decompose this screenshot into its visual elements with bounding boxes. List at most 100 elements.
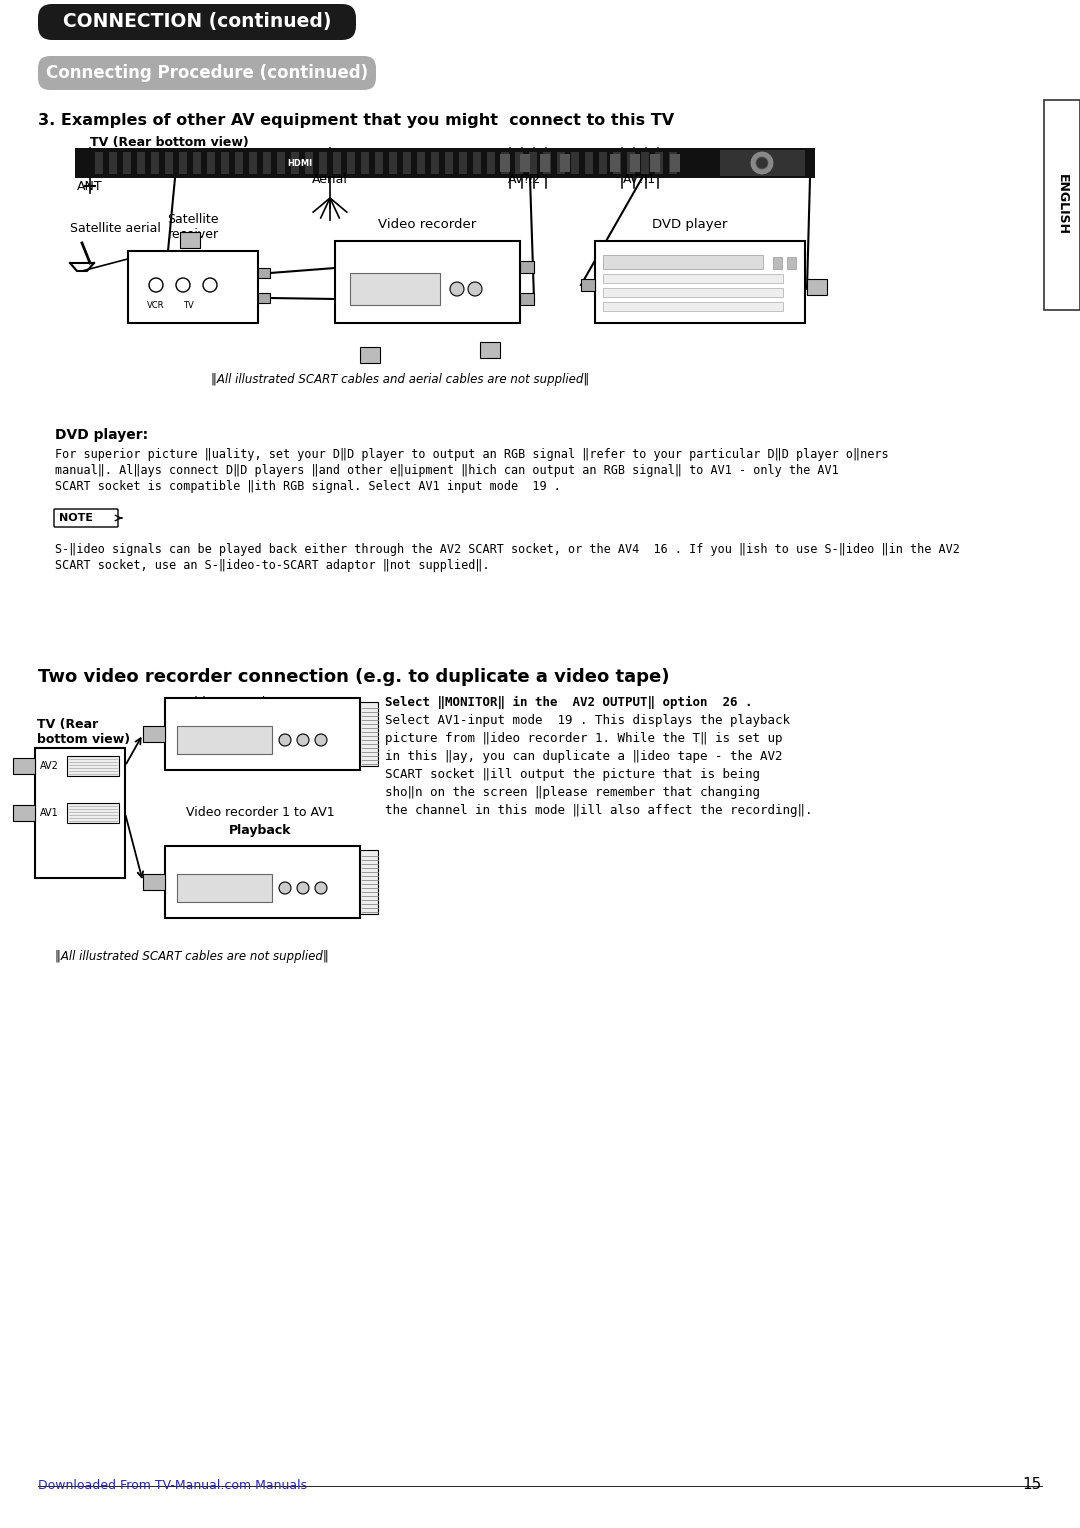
Bar	[445, 151, 453, 174]
Bar	[179, 151, 187, 174]
Circle shape	[279, 733, 291, 746]
Text: ‖All illustrated SCART cables and aerial cables are not supplied‖: ‖All illustrated SCART cables and aerial…	[211, 373, 589, 387]
Bar	[603, 287, 783, 296]
Bar	[501, 151, 509, 174]
Circle shape	[450, 283, 464, 296]
Circle shape	[751, 151, 773, 174]
Text: Select ‖MONITOR‖ in the  AV2 OUTPUT‖ option  26 .: Select ‖MONITOR‖ in the AV2 OUTPUT‖ opti…	[384, 695, 753, 709]
Bar	[519, 154, 530, 173]
Bar	[515, 151, 523, 174]
Bar	[333, 151, 341, 174]
Bar	[264, 151, 271, 174]
Bar	[235, 151, 243, 174]
Text: DVD player:: DVD player:	[55, 428, 148, 442]
Text: ENGLISH: ENGLISH	[1055, 174, 1068, 235]
Text: TV (Rear
bottom view): TV (Rear bottom view)	[37, 718, 130, 746]
Text: AV⁈2: AV⁈2	[509, 173, 542, 186]
Bar	[177, 726, 272, 753]
Bar	[487, 151, 495, 174]
Bar	[557, 151, 565, 174]
Circle shape	[468, 283, 482, 296]
Bar	[35, 749, 125, 879]
Bar	[543, 151, 551, 174]
Bar	[642, 151, 649, 174]
Bar	[581, 280, 595, 290]
Bar	[75, 148, 815, 177]
Bar	[221, 151, 229, 174]
Text: manual‖. Al‖ays connect D‖D players ‖and other e‖uipment ‖hich can output an RGB: manual‖. Al‖ays connect D‖D players ‖and…	[55, 465, 839, 477]
Bar	[13, 805, 35, 821]
Bar	[654, 151, 663, 174]
Bar	[305, 151, 313, 174]
Bar	[360, 347, 380, 364]
Text: AV2: AV2	[40, 761, 59, 772]
Bar	[603, 255, 762, 269]
Text: Video recorder 2 to AV2: Video recorder 2 to AV2	[186, 695, 335, 709]
Bar	[670, 154, 680, 173]
Bar	[610, 154, 620, 173]
Bar	[459, 151, 467, 174]
Text: sho‖n on the screen ‖please remember that changing: sho‖n on the screen ‖please remember tha…	[384, 785, 760, 799]
Bar	[1044, 99, 1080, 310]
Text: the channel in this mode ‖ill also affect the recording‖.: the channel in this mode ‖ill also affec…	[384, 804, 812, 817]
Text: SCART socket ‖ill output the picture that is being: SCART socket ‖ill output the picture tha…	[384, 769, 760, 781]
Text: NOTE: NOTE	[59, 513, 93, 523]
Bar	[249, 151, 257, 174]
FancyBboxPatch shape	[38, 57, 376, 90]
Text: Select AV1-input mode  19 . This displays the playback: Select AV1-input mode 19 . This displays…	[384, 714, 789, 727]
Bar	[95, 151, 103, 174]
Bar	[137, 151, 145, 174]
Text: Aerial: Aerial	[312, 173, 348, 186]
Circle shape	[203, 278, 217, 292]
Bar	[650, 154, 660, 173]
Bar	[613, 151, 621, 174]
Bar	[519, 293, 534, 306]
Bar	[67, 756, 119, 776]
Bar	[585, 151, 593, 174]
Bar	[540, 154, 550, 173]
Bar	[165, 847, 360, 918]
Bar	[360, 701, 378, 766]
Text: 15: 15	[1023, 1478, 1042, 1491]
Text: S-‖ideo signals can be played back either through the AV2 SCART socket, or the A: S-‖ideo signals can be played back eithe…	[55, 542, 960, 556]
Text: HDMI: HDMI	[287, 159, 312, 168]
Circle shape	[279, 882, 291, 894]
Bar	[177, 874, 272, 902]
Bar	[165, 151, 173, 174]
Text: Recording: Recording	[225, 714, 296, 727]
Text: picture from ‖ideo recorder 1. While the T‖ is set up: picture from ‖ideo recorder 1. While the…	[384, 732, 783, 746]
Text: Satellite
receiver: Satellite receiver	[167, 212, 219, 241]
Bar	[417, 151, 426, 174]
Text: Playback: Playback	[229, 824, 292, 837]
Bar	[276, 151, 285, 174]
Bar	[109, 151, 117, 174]
Text: Satellite aerial: Satellite aerial	[70, 222, 161, 235]
Text: Video recorder: Video recorder	[378, 219, 476, 231]
Bar	[431, 151, 438, 174]
Text: VCR: VCR	[147, 301, 165, 310]
Bar	[480, 342, 500, 358]
Bar	[389, 151, 397, 174]
Bar	[207, 151, 215, 174]
Bar	[151, 151, 159, 174]
Bar	[519, 261, 534, 274]
Bar	[595, 241, 805, 322]
Text: Video recorder 1 to AV1: Video recorder 1 to AV1	[186, 805, 335, 819]
Bar	[143, 726, 165, 743]
Text: AV⁈1: AV⁈1	[623, 173, 657, 186]
Bar	[603, 303, 783, 312]
Bar	[335, 241, 519, 322]
Bar	[165, 698, 360, 770]
Bar	[258, 293, 270, 303]
Text: Downloaded From TV-Manual.com Manuals: Downloaded From TV-Manual.com Manuals	[38, 1479, 307, 1491]
Bar	[350, 274, 440, 306]
Bar	[361, 151, 369, 174]
Text: SCART socket, use an S-‖ideo-to-SCART adaptor ‖not supplied‖.: SCART socket, use an S-‖ideo-to-SCART ad…	[55, 559, 489, 571]
Circle shape	[149, 278, 163, 292]
FancyBboxPatch shape	[38, 5, 356, 40]
Bar	[603, 274, 783, 283]
Bar	[720, 150, 805, 176]
Text: DVD player: DVD player	[652, 219, 728, 231]
Text: For superior picture ‖uality, set your D‖D player to output an RGB signal ‖refer: For superior picture ‖uality, set your D…	[55, 448, 889, 461]
Bar	[669, 151, 677, 174]
